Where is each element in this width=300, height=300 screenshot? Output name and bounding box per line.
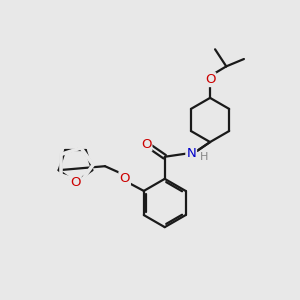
- Text: N: N: [186, 147, 196, 160]
- Text: O: O: [141, 138, 152, 151]
- Text: O: O: [119, 172, 130, 185]
- Text: H: H: [200, 152, 208, 162]
- Text: O: O: [70, 176, 81, 189]
- Text: O: O: [205, 73, 215, 86]
